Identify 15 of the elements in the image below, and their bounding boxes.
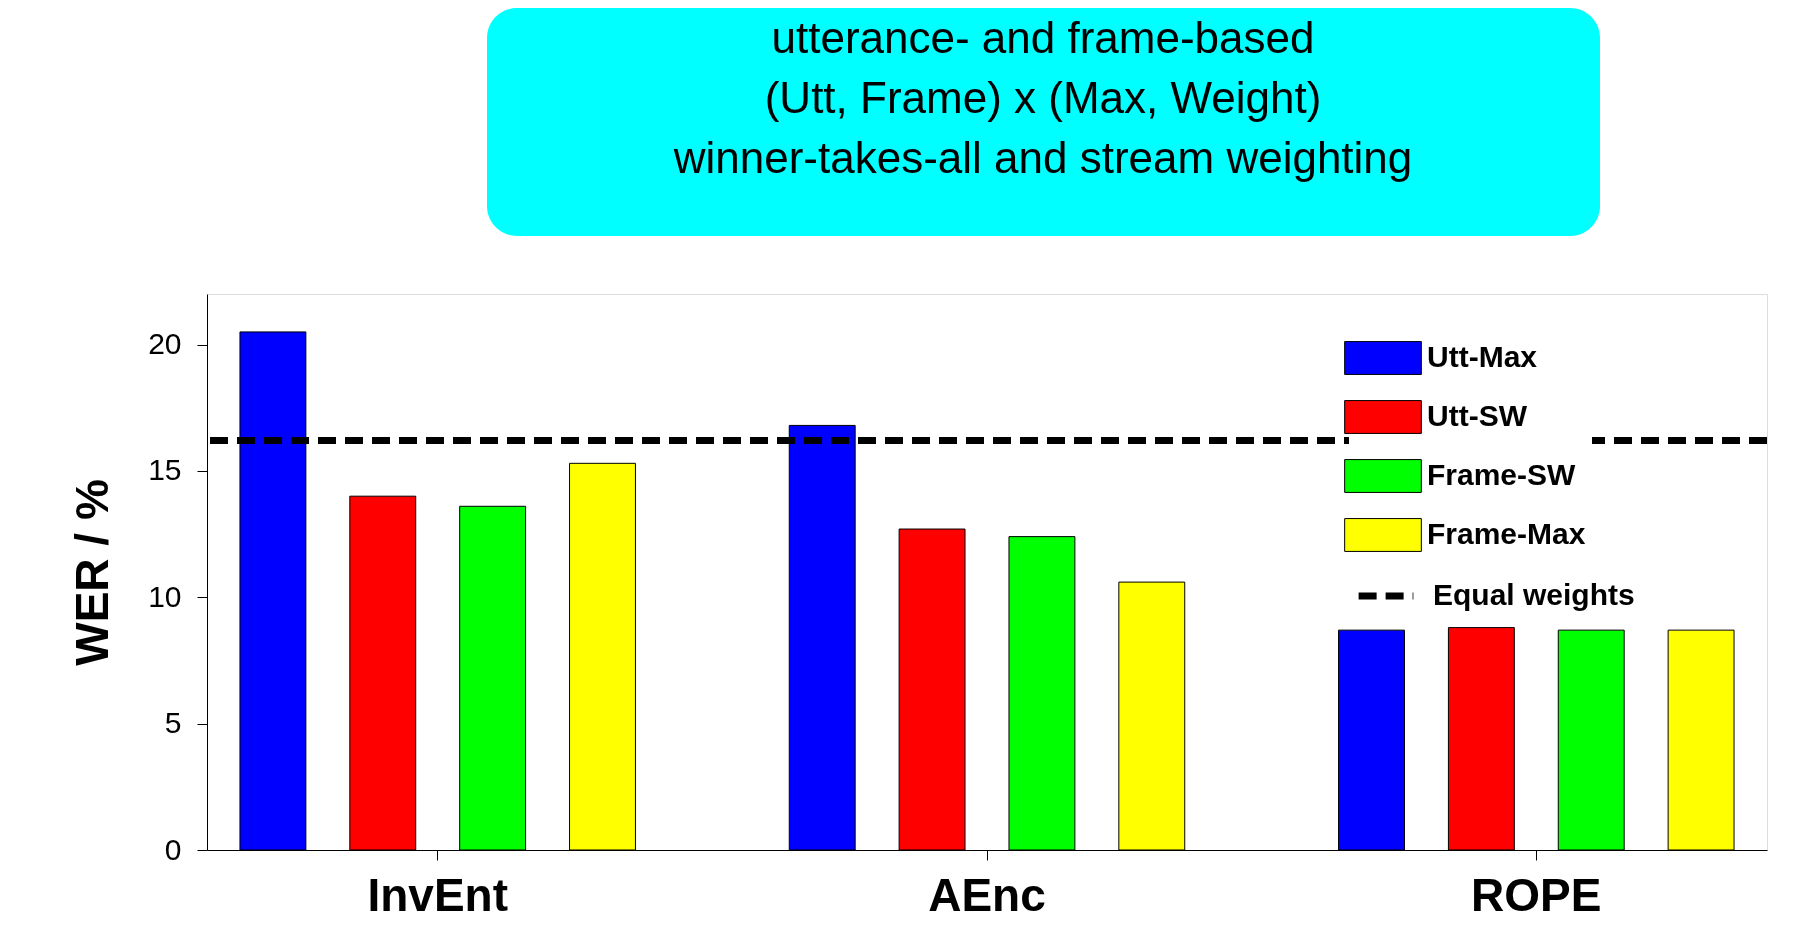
y-tick-label: 5: [164, 706, 182, 740]
text: utterance- and frame-based (Utt, Frame) x (Max, Weight) winner-takes-all and stream weighting: [672, 13, 1413, 182]
x-tick-label: AEnc: [928, 868, 1046, 921]
y-axis-title: WER / %: [66, 479, 119, 666]
legend-label: Utt-SW: [1427, 399, 1528, 432]
legend-label: Equal weights: [1433, 578, 1635, 611]
x-tick-label: InvEnt: [367, 868, 508, 921]
y-tick-label: 15: [148, 453, 182, 487]
y-tick-label: 20: [148, 327, 182, 361]
x-tick-label: ROPE: [1471, 868, 1602, 921]
legend-label: Frame-SW: [1427, 458, 1577, 491]
legend-label: Utt-Max: [1427, 340, 1538, 373]
y-tick-label: 0: [164, 832, 182, 866]
legend-label: Frame-Max: [1427, 517, 1586, 550]
y-tick-label: 10: [148, 579, 182, 613]
